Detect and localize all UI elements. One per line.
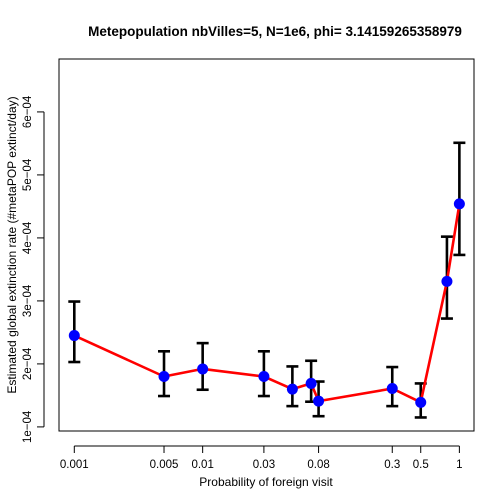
x-tick-label-4: 0.08: [307, 459, 329, 471]
data-point-7: [386, 382, 398, 394]
data-point-8: [415, 396, 427, 408]
y-axis-label: Estimated global extinction rate (#metaP…: [5, 96, 19, 393]
data-point-3: [258, 371, 270, 383]
data-point-10: [453, 198, 465, 210]
y-axis: 1e−04 2e−04 3e−04 4e−04 5e−04 6e−04: [22, 95, 45, 443]
data-points: [68, 198, 465, 408]
plot-frame: [58, 58, 475, 432]
data-point-5: [305, 377, 317, 389]
x-axis: 0.001 0.005 0.01 0.03 0.08 0.3 0.5 1: [60, 445, 463, 471]
data-point-4: [286, 383, 298, 395]
x-tick-label-5: 0.3: [384, 459, 400, 471]
y-tick-label-4: 5e−04: [22, 158, 34, 191]
y-tick-label-2: 3e−04: [22, 284, 34, 317]
x-tick-label-2: 0.01: [191, 459, 213, 471]
data-point-0: [68, 330, 80, 342]
y-tick-label-5: 6e−04: [22, 95, 34, 128]
y-tick-label-1: 2e−04: [22, 347, 34, 380]
x-tick-label-0: 0.001: [60, 459, 89, 471]
data-point-6: [313, 395, 325, 407]
x-tick-label-6: 0.5: [413, 459, 429, 471]
chart-title: Metepopulation nbVilles=5, N=1e6, phi= 3…: [88, 24, 462, 39]
x-tick-label-3: 0.03: [253, 459, 275, 471]
y-tick-label-0: 1e−04: [22, 410, 34, 443]
x-axis-label: Probability of foreign visit: [199, 475, 333, 489]
data-point-2: [197, 363, 209, 375]
x-tick-label-1: 0.005: [150, 459, 179, 471]
x-tick-label-7: 1: [456, 459, 462, 471]
y-tick-label-3: 4e−04: [22, 221, 34, 254]
data-point-1: [158, 371, 170, 383]
data-point-9: [441, 275, 453, 287]
